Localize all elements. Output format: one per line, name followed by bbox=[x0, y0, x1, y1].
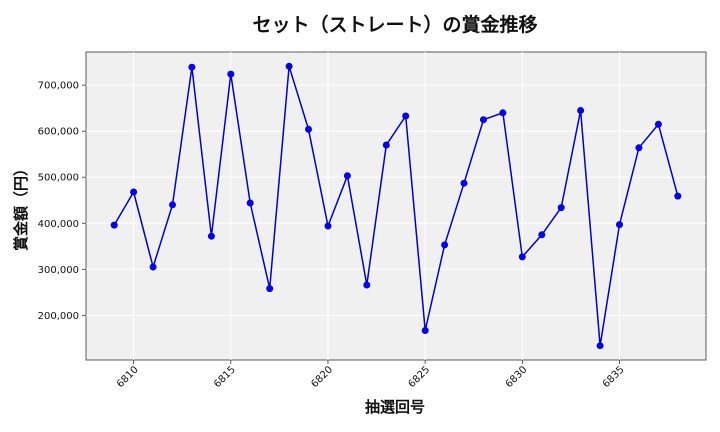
data-point bbox=[538, 231, 546, 239]
y-axis-ticks: 200,000 300,000 400,000 500,000 600,000 700,0… bbox=[38, 81, 86, 322]
data-point bbox=[616, 221, 623, 229]
x-tick-label: 6835 bbox=[601, 364, 627, 390]
x-axis-label: 抽選回号 bbox=[365, 398, 425, 416]
data-point bbox=[480, 116, 487, 124]
x-tick-label: 6820 bbox=[309, 364, 335, 390]
y-tick-label: 500,000 bbox=[38, 173, 79, 184]
x-tick-label: 6825 bbox=[406, 364, 432, 390]
data-point bbox=[246, 199, 254, 207]
data-point bbox=[324, 222, 332, 230]
data-point bbox=[596, 342, 604, 350]
y-tick-label: 600,000 bbox=[38, 127, 79, 138]
data-point bbox=[188, 63, 196, 71]
data-point bbox=[169, 201, 176, 209]
data-point bbox=[149, 263, 157, 271]
data-point bbox=[363, 281, 371, 289]
data-point bbox=[285, 62, 293, 70]
x-tick-label: 6815 bbox=[212, 364, 238, 390]
x-tick-label: 6810 bbox=[115, 364, 141, 390]
data-point bbox=[227, 70, 235, 78]
data-point bbox=[674, 192, 682, 200]
data-point bbox=[402, 112, 410, 120]
y-axis-label: 賞金額（円） bbox=[12, 161, 30, 251]
data-point bbox=[518, 253, 526, 261]
data-point bbox=[421, 327, 429, 334]
data-point bbox=[460, 179, 468, 187]
x-axis-ticks: 6810 6815 6820 6825 6830 6835 bbox=[115, 360, 627, 390]
data-point bbox=[207, 232, 215, 240]
data-point bbox=[110, 221, 118, 229]
data-point bbox=[130, 188, 138, 196]
y-tick-label: 200,000 bbox=[38, 311, 79, 322]
y-tick-label: 400,000 bbox=[38, 219, 79, 230]
data-point bbox=[441, 241, 449, 249]
data-point bbox=[266, 285, 274, 293]
data-point bbox=[499, 109, 507, 117]
x-tick-label: 6830 bbox=[504, 364, 530, 390]
y-tick-label: 700,000 bbox=[38, 81, 79, 92]
data-point bbox=[305, 125, 312, 133]
series-prize bbox=[110, 62, 682, 350]
data-point bbox=[343, 172, 351, 180]
data-point bbox=[635, 144, 643, 152]
series-line bbox=[113, 66, 679, 346]
data-point bbox=[557, 204, 565, 212]
plot-area bbox=[85, 51, 707, 361]
chart-title: セット（ストレート）の賞金推移 bbox=[252, 13, 537, 36]
data-point bbox=[654, 120, 662, 128]
y-tick-label: 300,000 bbox=[38, 265, 79, 276]
data-point bbox=[382, 141, 390, 149]
data-point bbox=[577, 107, 585, 114]
